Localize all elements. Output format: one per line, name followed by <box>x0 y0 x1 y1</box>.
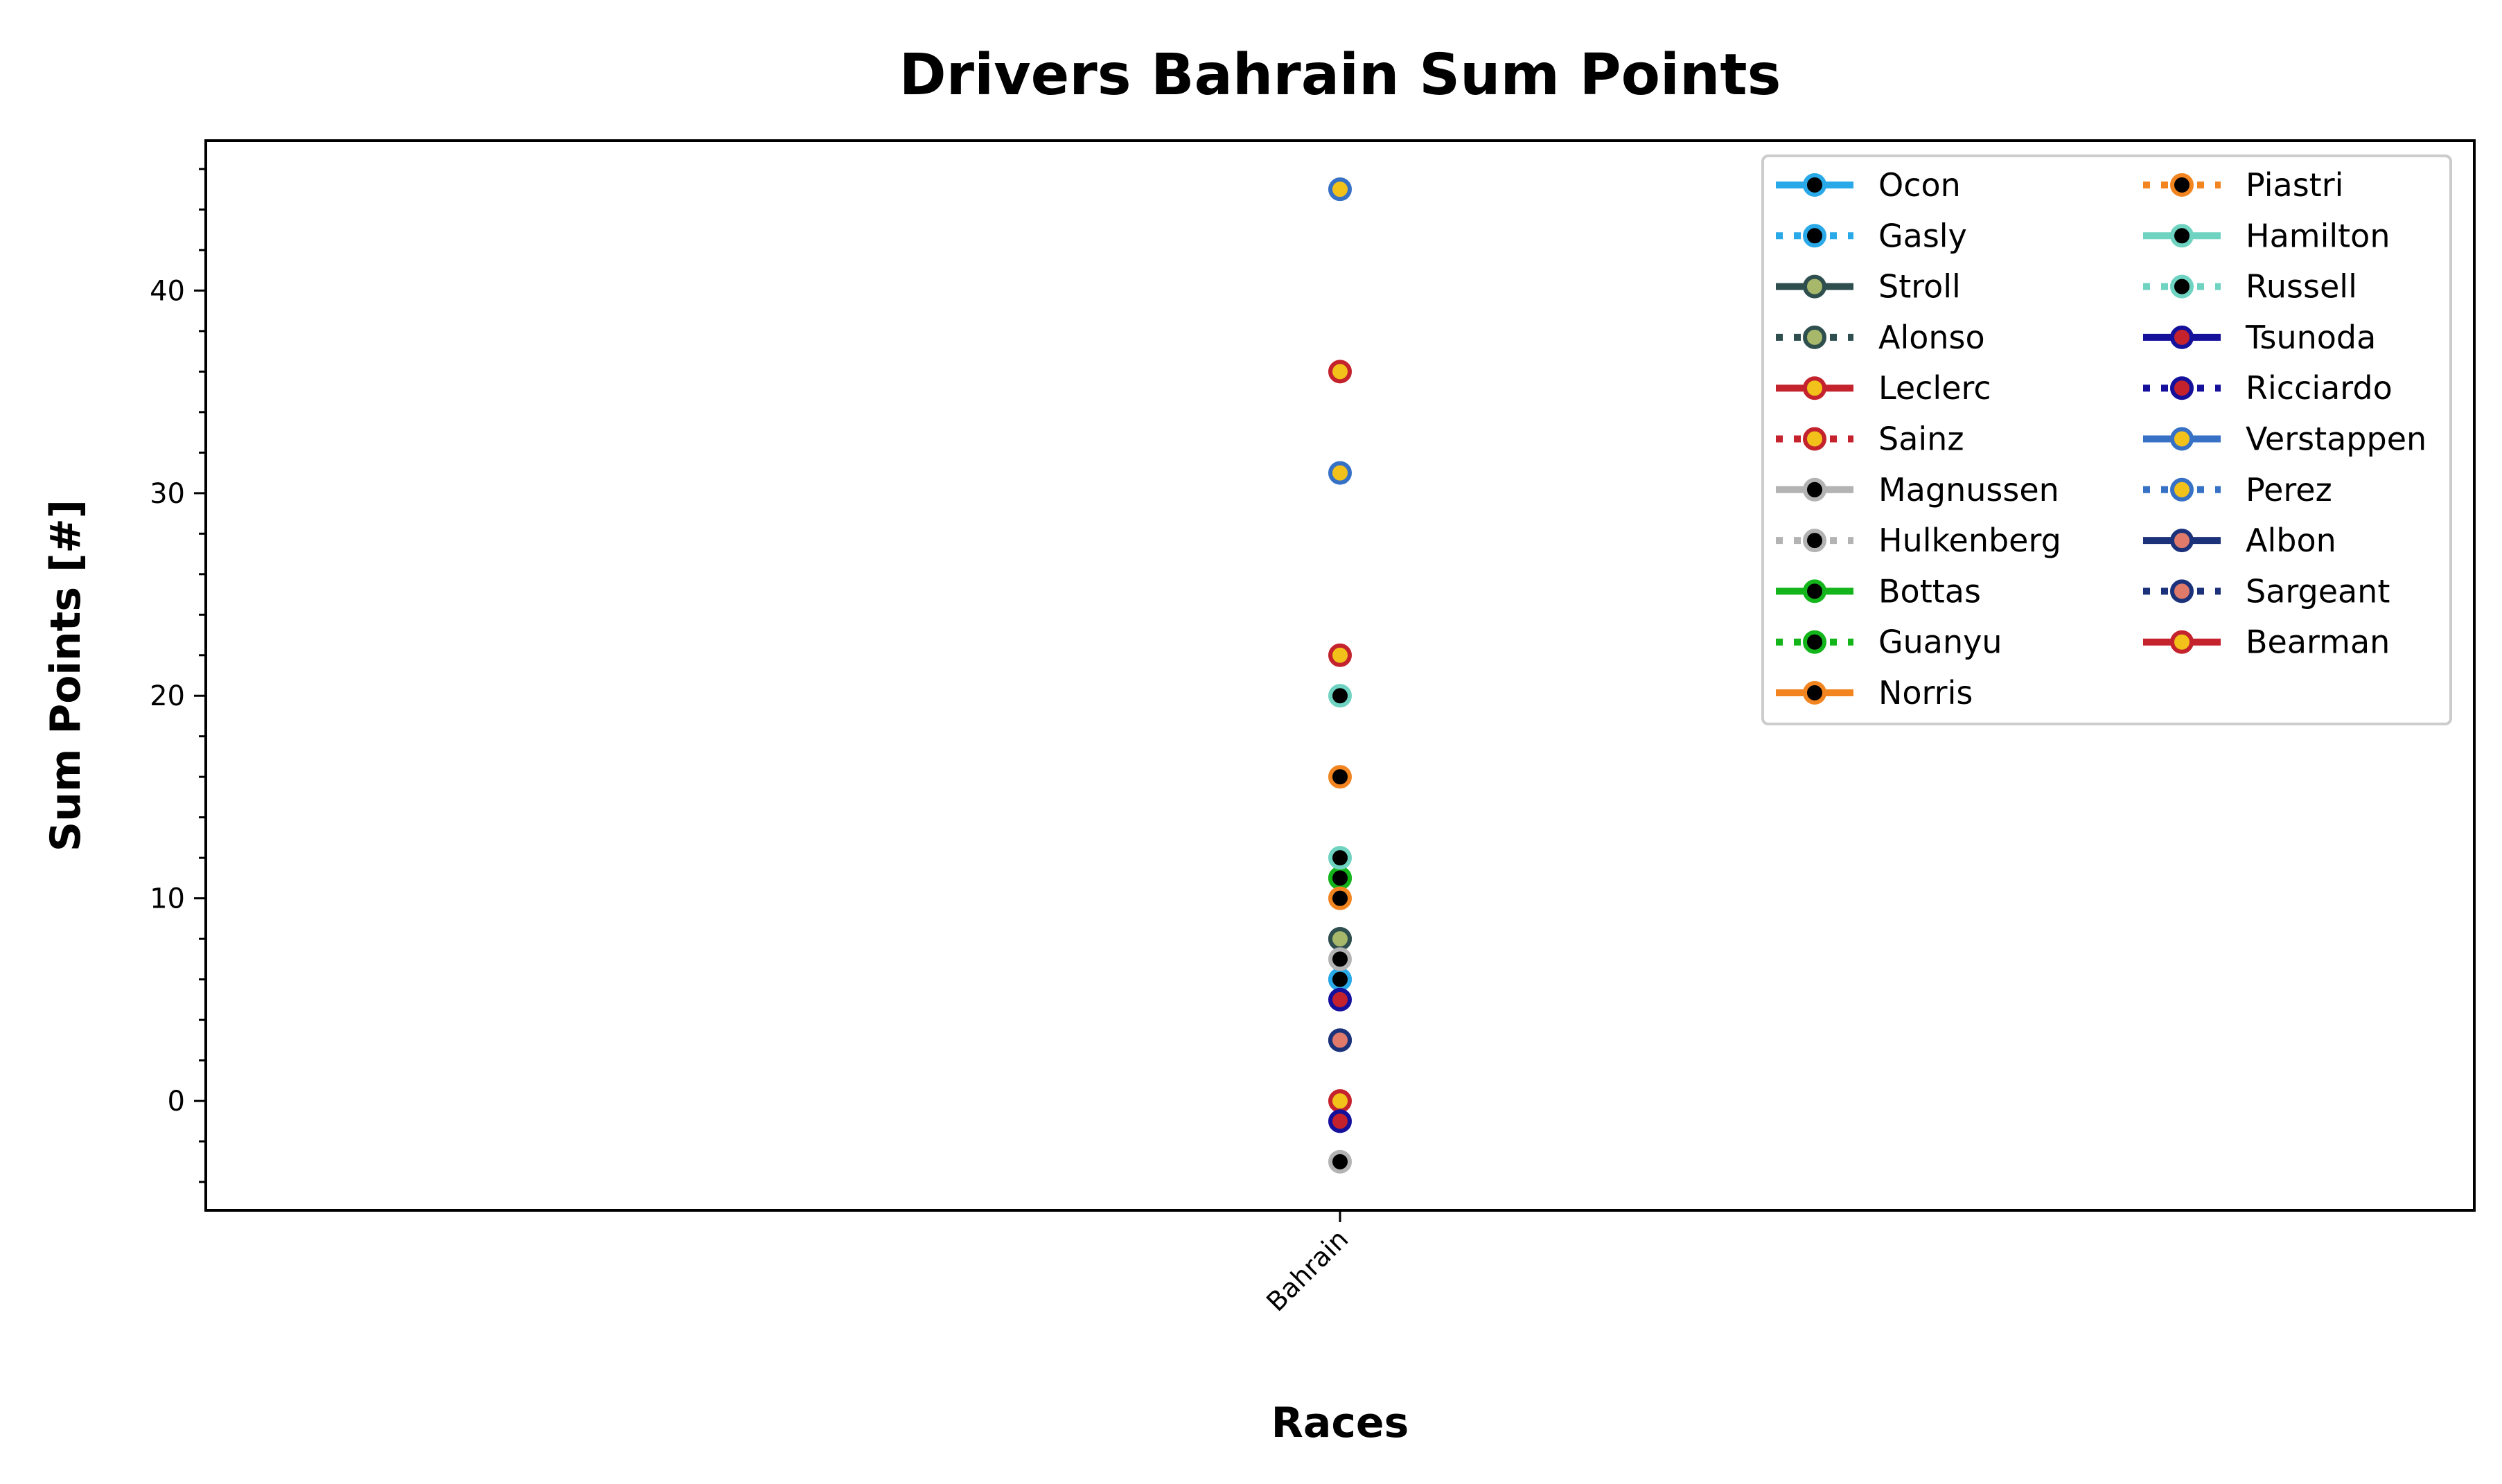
legend-swatch-marker <box>1803 427 1826 451</box>
legend-label-hamilton: Hamilton <box>2246 217 2390 254</box>
legend-label-magnussen: Magnussen <box>1878 471 2059 509</box>
legend-label-verstappen: Verstappen <box>2246 421 2426 458</box>
legend-label-sargeant: Sargeant <box>2246 572 2390 610</box>
point-verstappen <box>1328 177 1352 202</box>
legend-label-russell: Russell <box>2246 268 2357 306</box>
legend-swatch-marker <box>1803 681 1826 705</box>
legend-label-guanyu: Guanyu <box>1878 624 2002 661</box>
point-russell <box>1328 684 1352 708</box>
legend-swatch-marker <box>2170 579 2194 603</box>
data-points <box>1328 177 1352 1174</box>
legend-label-sainz: Sainz <box>1878 421 1964 458</box>
y-tick-label: 20 <box>150 680 185 712</box>
point-perez <box>1328 461 1352 485</box>
legend-label-ricciardo: Ricciardo <box>2246 369 2393 407</box>
point-alonso <box>1328 927 1352 951</box>
legend-swatch-marker <box>2170 376 2194 400</box>
legend-swatch-marker <box>1803 529 1826 553</box>
y-tick-label: 30 <box>150 478 185 510</box>
point-guanyu <box>1328 866 1352 890</box>
point-bearman <box>1328 360 1352 384</box>
legend-swatch-marker <box>2170 274 2194 299</box>
legend-swatch-marker <box>1803 274 1826 299</box>
legend-swatch-marker <box>1803 173 1826 197</box>
point-sainz <box>1328 1089 1352 1113</box>
x-tick-label: Bahrain <box>1260 1224 1354 1317</box>
point-magnussen <box>1328 1149 1352 1174</box>
legend-label-norris: Norris <box>1878 674 1973 712</box>
point-tsunoda <box>1328 1109 1352 1133</box>
legend-label-piastri: Piastri <box>2246 166 2343 204</box>
legend-swatch-marker <box>2170 630 2194 654</box>
point-ricciardo <box>1328 987 1352 1012</box>
legend-swatch-marker <box>2170 477 2194 502</box>
legend: Ocon Gasly Stroll Alonso Leclerc Sainz Magnuss… <box>1761 154 2452 725</box>
legend-swatch-marker <box>2170 427 2194 451</box>
legend-label-stroll: Stroll <box>1878 268 1961 306</box>
legend-label-perez: Perez <box>2246 471 2332 509</box>
legend-label-ocon: Ocon <box>1878 166 1961 204</box>
legend-swatch-marker <box>1803 376 1826 400</box>
y-axis: 0 10 20 30 40 <box>150 168 206 1183</box>
legend-swatch-marker <box>1803 224 1826 248</box>
legend-label-leclerc: Leclerc <box>1878 369 1991 407</box>
y-tick-label: 40 <box>150 275 185 307</box>
y-tick-label: 10 <box>150 883 185 915</box>
legend-label-gasly: Gasly <box>1878 217 1967 254</box>
legend-swatch-marker <box>2170 224 2194 248</box>
point-leclerc <box>1328 643 1352 667</box>
legend-box <box>1761 154 2452 725</box>
legend-swatch-marker <box>1803 579 1826 603</box>
legend-label-bearman: Bearman <box>2246 624 2390 661</box>
x-axis: Bahrain <box>1260 1210 1354 1317</box>
y-tick-label: 0 <box>168 1086 185 1118</box>
point-gasly <box>1328 967 1352 991</box>
legend-label-albon: Albon <box>2246 522 2336 559</box>
point-hulkenberg <box>1328 947 1352 971</box>
legend-swatch-marker <box>1803 325 1826 349</box>
legend-swatch-marker <box>2170 173 2194 197</box>
legend-label-bottas: Bottas <box>1878 572 1981 610</box>
chart-title: Drivers Bahrain Sum Points <box>899 42 1781 108</box>
legend-label-tsunoda: Tsunoda <box>2245 319 2376 356</box>
legend-swatch-marker <box>2170 529 2194 553</box>
legend-swatch-marker <box>2170 325 2194 349</box>
y-axis-label: Sum Points [#] <box>42 500 90 851</box>
point-norris <box>1328 886 1352 910</box>
point-piastri <box>1328 765 1352 789</box>
legend-swatch-marker <box>1803 477 1826 502</box>
legend-label-alonso: Alonso <box>1878 319 1985 356</box>
legend-label-hulkenberg: Hulkenberg <box>1878 522 2061 559</box>
point-hamilton <box>1328 846 1352 870</box>
x-axis-label: Races <box>1271 1399 1409 1447</box>
legend-swatch-marker <box>1803 630 1826 654</box>
point-sargeant <box>1328 1028 1352 1052</box>
